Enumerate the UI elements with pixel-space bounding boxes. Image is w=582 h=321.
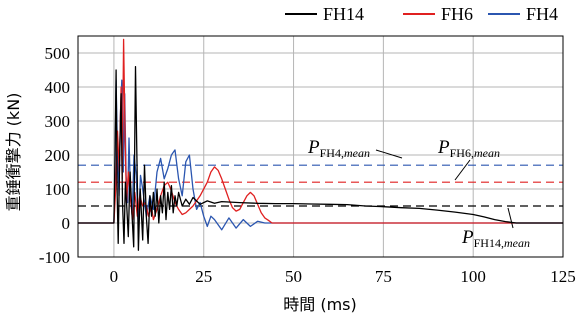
y-tick-label: 400 (45, 78, 71, 97)
y-tick-labels: -100 0 100 200 300 400 500 (39, 44, 70, 267)
x-axis-label: 時間 (ms) (283, 295, 357, 314)
x-tick-label: 125 (550, 267, 576, 286)
y-tick-label: 300 (45, 112, 71, 131)
annotation-fh14-pointer (507, 207, 514, 229)
x-tick-label: 75 (375, 267, 392, 286)
y-tick-label: 500 (45, 44, 71, 63)
annotation-fh14-mean: PFH14,mean (461, 227, 530, 250)
x-tick-label: 0 (110, 267, 119, 286)
legend-label-fh4: FH4 (526, 4, 558, 24)
plot-frame (77, 35, 564, 258)
x-tick-label: 25 (195, 267, 212, 286)
annotations: PFH4,mean PFH6,mean PFH14,mean (307, 137, 530, 250)
y-axis-label: 重錘衝撃力 (kN) (4, 93, 23, 212)
annotation-fh6-pointer (454, 159, 471, 181)
series-group (78, 38, 563, 251)
annotation-fh6-mean: PFH6,mean (437, 137, 500, 160)
y-tick-label: 200 (45, 146, 71, 165)
legend-label-fh6: FH6 (441, 4, 473, 24)
x-tick-label: 50 (285, 267, 302, 286)
y-tick-label: 0 (62, 214, 71, 233)
y-tick-label: -100 (39, 248, 70, 267)
annotation-fh4-mean: PFH4,mean (307, 137, 370, 160)
legend-label-fh14: FH14 (323, 4, 364, 24)
legend: FH14 FH6 FH4 (285, 4, 558, 24)
annotation-fh4-pointer (375, 149, 403, 159)
series-line-fh14 (78, 65, 563, 251)
series-line-fh4 (78, 79, 563, 231)
y-tick-label: 100 (45, 180, 71, 199)
x-tick-labels: 0 25 50 75 100 125 (110, 267, 576, 286)
x-tick-label: 100 (460, 267, 486, 286)
